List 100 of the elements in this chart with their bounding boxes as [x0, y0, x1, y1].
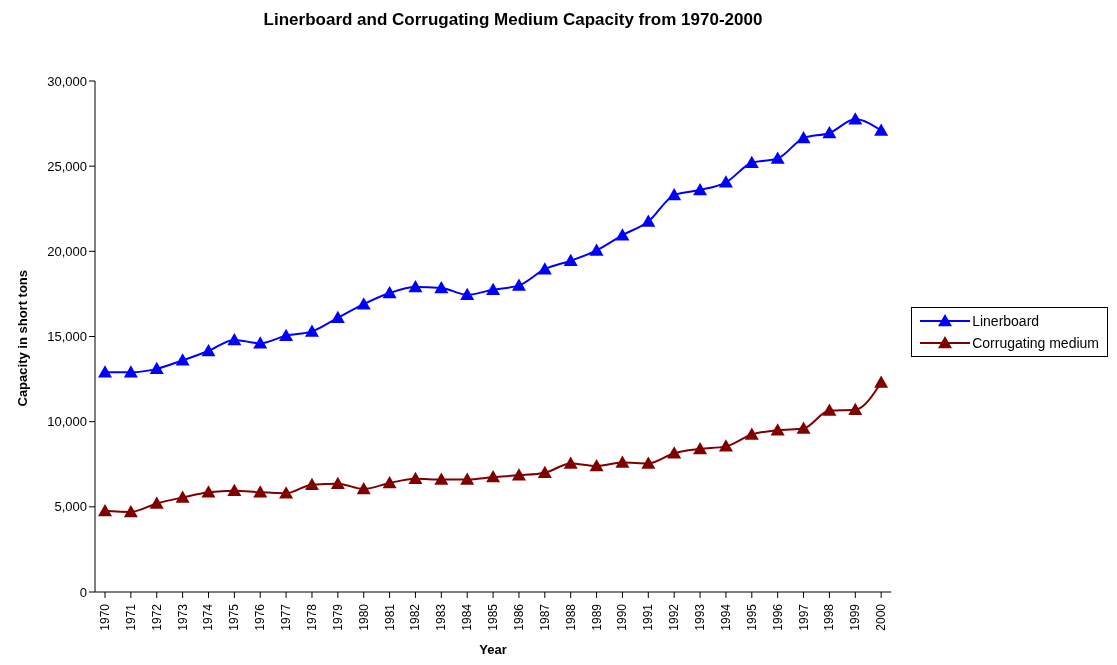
point [693, 183, 708, 196]
y-tick-label: 0 [79, 584, 87, 600]
point [486, 282, 501, 295]
x-tick-label: 1998 [822, 603, 837, 631]
y-tick-label: 15,000 [47, 329, 87, 345]
point [537, 262, 552, 275]
y-tick-label: 10,000 [47, 414, 87, 430]
x-tick-label: 1987 [537, 603, 552, 631]
x-tick-label: 1994 [718, 603, 733, 631]
point [641, 214, 656, 227]
point [382, 286, 397, 299]
point [279, 328, 294, 341]
point [615, 455, 630, 468]
point [718, 439, 733, 452]
x-tick-label: 1973 [175, 603, 190, 631]
point [770, 423, 785, 436]
y-tick-label: 20,000 [47, 243, 87, 259]
point [744, 427, 759, 440]
x-tick-label: 1976 [253, 603, 268, 631]
point [330, 310, 345, 324]
point [718, 175, 733, 188]
point [149, 361, 164, 375]
x-tick-label: 2000 [874, 603, 889, 631]
point [460, 472, 475, 485]
point [98, 504, 112, 517]
x-tick-label: 1978 [304, 603, 319, 631]
point [330, 476, 345, 490]
point [304, 477, 319, 490]
point [123, 365, 138, 378]
point [356, 297, 371, 310]
point [486, 470, 501, 483]
x-tick-label: 1977 [279, 603, 294, 631]
point [123, 504, 138, 518]
x-tick-label: 1972 [149, 603, 164, 631]
point [848, 402, 863, 415]
point [98, 365, 112, 378]
point [434, 472, 449, 485]
point [175, 353, 190, 366]
x-tick-label: 1988 [563, 603, 578, 631]
x-tick-label: 1999 [848, 603, 863, 631]
point [770, 151, 785, 164]
point [822, 125, 837, 139]
point [796, 131, 811, 144]
point [874, 123, 889, 136]
x-tick-label: 1979 [330, 603, 345, 631]
point [796, 421, 811, 434]
chart-title: Linerboard and Corrugating Medium Capacity from 1970-2000 [262, 10, 764, 30]
x-tick-label: 1985 [486, 603, 501, 631]
point [511, 468, 526, 481]
y-tick-label: 5,000 [54, 499, 87, 515]
x-tick-label: 1974 [201, 603, 216, 631]
point [279, 486, 294, 499]
point [460, 287, 475, 301]
point [589, 243, 604, 256]
legend-label: Linerboard [972, 313, 1040, 329]
point [537, 465, 552, 479]
x-tick-label: 1992 [667, 603, 682, 631]
point [848, 112, 863, 125]
x-tick-label: 1981 [382, 603, 397, 631]
point [304, 324, 319, 337]
point [382, 475, 397, 489]
point [253, 485, 268, 498]
y-tick-label: 30,000 [47, 73, 87, 89]
x-tick-label: 1980 [356, 603, 371, 631]
x-tick-label: 1971 [123, 603, 138, 631]
x-tick-label: 1984 [460, 603, 475, 631]
x-tick-label: 1983 [434, 603, 449, 631]
point [822, 403, 837, 416]
x-tick-label: 1993 [693, 603, 708, 631]
point [563, 456, 578, 469]
point [693, 441, 708, 455]
point [201, 343, 216, 357]
x-tick-label: 1991 [641, 603, 656, 631]
y-axis-title: Capacity in short tons [14, 269, 30, 407]
x-tick-label: 1989 [589, 603, 604, 631]
x-tick-label: 1997 [796, 603, 811, 631]
point [149, 496, 164, 509]
point [563, 253, 578, 266]
point [408, 280, 423, 293]
point [253, 336, 268, 349]
point [874, 375, 889, 388]
point [408, 471, 423, 484]
x-tick-label: 1986 [511, 603, 526, 631]
x-tick-label: 1970 [98, 603, 112, 631]
point [201, 485, 216, 498]
x-tick-label: 1996 [770, 603, 785, 631]
point [356, 481, 371, 495]
point [511, 278, 526, 291]
x-tick-label: 1982 [408, 603, 423, 631]
point [227, 483, 242, 496]
legend-label: Corrugating medium [972, 335, 1099, 351]
point [227, 332, 242, 346]
point [744, 155, 759, 169]
x-axis-title: Year [479, 642, 507, 657]
y-tick-label: 25,000 [47, 158, 87, 174]
point [615, 228, 630, 241]
point [667, 446, 682, 459]
x-tick-label: 1995 [744, 603, 759, 631]
point [589, 458, 604, 472]
point [667, 188, 682, 201]
